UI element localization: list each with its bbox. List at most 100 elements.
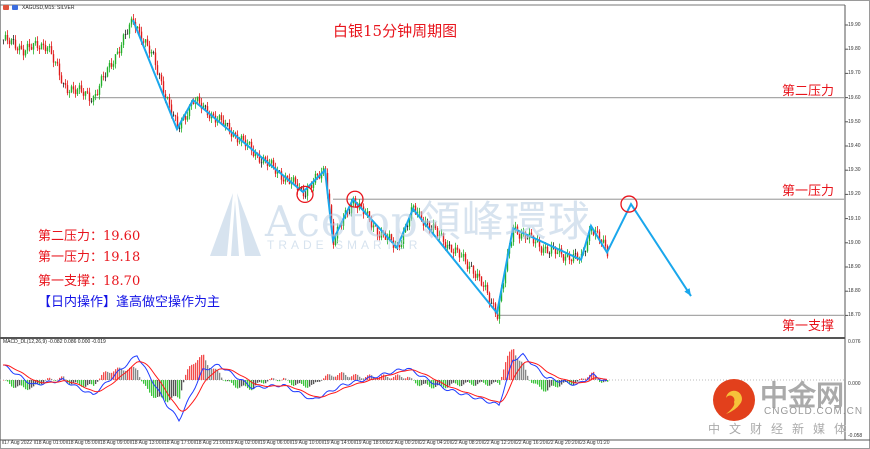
macd-histogram-bar <box>543 380 545 392</box>
highlight-circle <box>620 195 638 213</box>
candle <box>92 96 95 102</box>
candle <box>572 254 575 262</box>
candle <box>320 172 323 179</box>
note-resistance-2: 第二压力：19.60 <box>38 229 141 244</box>
candle <box>68 92 71 94</box>
candle <box>316 173 319 176</box>
macd-histogram-bar <box>423 380 425 384</box>
candle <box>370 219 373 228</box>
candle <box>154 52 157 66</box>
macd-histogram-bar <box>207 365 209 380</box>
macd-histogram-bar <box>109 372 111 380</box>
macd-histogram-bar <box>269 379 271 380</box>
price-tick-label: 18.90 <box>848 264 861 270</box>
macd-histogram-bar <box>361 378 363 380</box>
candle <box>356 206 359 209</box>
macd-histogram-bar <box>397 374 399 380</box>
chart-title: 白银15分钟周期图 <box>333 22 458 40</box>
candle <box>310 184 313 188</box>
macd-histogram-bar <box>495 380 497 382</box>
level-label-support-1: 第一支撑 <box>782 319 835 334</box>
macd-histogram-bar <box>545 380 547 392</box>
macd-histogram-bar <box>393 376 395 380</box>
macd-histogram-bar <box>235 380 237 388</box>
logo-tagline: 中文财经新媒体 <box>708 422 856 436</box>
candle <box>526 238 529 240</box>
macd-histogram-bar <box>601 380 603 383</box>
macd-histogram-bar <box>493 380 495 383</box>
time-tick-label: 18 Aug 05:00 <box>68 440 98 446</box>
candle <box>106 67 109 77</box>
macd-histogram-bar <box>461 380 463 387</box>
macd-histogram-bar <box>111 372 113 380</box>
macd-histogram-bar <box>137 370 139 380</box>
macd-histogram-bar <box>403 378 405 380</box>
macd-histogram-bar <box>267 380 269 382</box>
macd-histogram-bar <box>53 380 55 381</box>
macd-histogram-bar <box>153 380 155 398</box>
candle <box>156 65 159 75</box>
candle <box>8 40 11 45</box>
candle <box>108 62 111 68</box>
candle <box>254 152 257 157</box>
candle <box>332 221 335 245</box>
time-tick-label: 22 Aug 08:20 <box>452 440 482 446</box>
macd-histogram-bar <box>293 380 295 386</box>
candle <box>270 160 273 164</box>
time-tick-label: 22 Aug 04:20 <box>420 440 450 446</box>
candle <box>444 241 447 249</box>
macd-histogram-bar <box>273 378 275 380</box>
macd-histogram-bar <box>263 380 265 384</box>
candle <box>566 253 569 257</box>
candle <box>372 225 375 228</box>
macd-histogram-bar <box>309 380 311 387</box>
macd-histogram-bar <box>485 380 487 385</box>
candle <box>264 157 267 160</box>
macd-histogram-bar <box>13 380 15 388</box>
macd-histogram-bar <box>447 380 449 388</box>
candle <box>504 270 507 284</box>
macd-histogram-bar <box>213 368 215 380</box>
candle <box>402 232 405 244</box>
candle <box>86 91 89 93</box>
macd-histogram-bar <box>271 377 273 380</box>
macd-histogram-bar <box>343 372 345 380</box>
macd-histogram-bar <box>389 378 391 380</box>
candle <box>476 273 479 278</box>
candle <box>142 41 145 43</box>
candle <box>462 254 465 257</box>
macd-histogram-bar <box>99 378 101 380</box>
macd-histogram-bar <box>35 380 37 385</box>
macd-histogram-bar <box>431 380 433 389</box>
candle <box>104 76 107 78</box>
price-tick-label: 18.80 <box>848 288 861 295</box>
candle <box>90 100 93 102</box>
macd-histogram-bar <box>575 380 577 384</box>
candle <box>170 104 173 115</box>
macd-histogram-bar <box>405 378 407 380</box>
candle <box>32 43 35 50</box>
candle <box>74 89 77 95</box>
candle <box>550 246 553 254</box>
candle <box>46 47 49 52</box>
macd-histogram-bar <box>285 378 287 380</box>
macd-histogram-bar <box>507 355 509 380</box>
macd-histogram-bar <box>233 380 235 386</box>
timeframe-icon[interactable] <box>12 5 18 10</box>
candle <box>432 224 435 230</box>
candle <box>70 86 73 93</box>
candle <box>130 18 133 25</box>
candle <box>438 235 441 237</box>
candle <box>576 253 579 260</box>
candle <box>44 45 47 52</box>
macd-histogram-bar <box>451 380 453 384</box>
macd-histogram-bar <box>231 380 233 383</box>
macd-histogram-bar <box>45 380 47 381</box>
candle <box>596 230 599 232</box>
chart-type-icon[interactable] <box>3 5 9 10</box>
candle <box>14 39 17 49</box>
zigzag-line <box>132 19 692 316</box>
candle <box>126 33 129 35</box>
macd-histogram-bar <box>107 371 109 380</box>
